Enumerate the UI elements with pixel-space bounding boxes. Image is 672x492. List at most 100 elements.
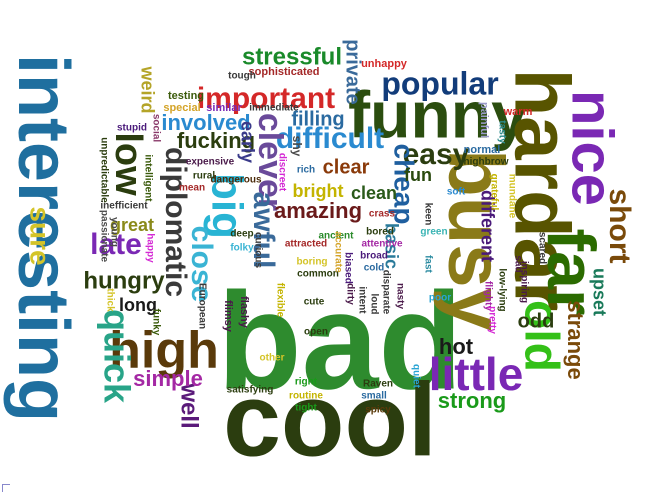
word-mean: mean	[179, 183, 205, 194]
word-strange: strange	[563, 300, 588, 379]
word-rich: rich	[297, 165, 315, 176]
word-clear: clear	[323, 156, 370, 178]
word-sophisticated: sophisticated	[249, 66, 320, 78]
word-pretty: pretty	[486, 306, 497, 334]
word-deep: deep	[230, 229, 253, 240]
word-popular: popular	[381, 65, 498, 101]
word-attracted: attracted	[285, 239, 327, 250]
word-keen: keen	[422, 203, 433, 226]
word-tough: tough	[228, 71, 256, 82]
word-hardar: hardar	[498, 69, 586, 312]
word-unhappy: unhappy	[361, 58, 408, 70]
word-spicy: spicy	[365, 405, 391, 416]
word-painful: painful	[478, 102, 490, 138]
word-flexible: flexible	[274, 283, 285, 318]
word-biased: biased	[342, 252, 353, 284]
word-young: young	[108, 217, 119, 247]
word-sure: sure	[25, 206, 56, 265]
word-unpredictable: unpredictable	[98, 137, 109, 203]
word-shy: shy	[290, 136, 304, 157]
word-quick: quick	[96, 309, 137, 404]
word-long: long	[119, 295, 157, 315]
word-disparate: disparate	[380, 270, 391, 315]
word-easy: easy	[403, 138, 470, 171]
word-busy: busy	[432, 149, 520, 331]
word-passionate: passionate	[98, 210, 109, 263]
word-dirty: dirty	[344, 283, 355, 305]
word-small: small	[361, 391, 387, 402]
word-intent: intent	[356, 286, 367, 314]
word-intelligent: intelligent	[142, 154, 153, 202]
word-simple: simple	[133, 366, 203, 391]
word-satisfying: satisfying	[227, 385, 274, 396]
word-poor: poor	[429, 293, 451, 304]
word-low: low	[107, 132, 149, 196]
word-basic: basic	[381, 223, 401, 269]
word-social: social	[150, 114, 161, 143]
word-bad: bad	[217, 264, 462, 418]
word-little: little	[429, 348, 524, 400]
word-important: important	[197, 82, 335, 115]
word-grateful: grateful	[488, 174, 499, 211]
word-accurate: accurate	[332, 231, 343, 273]
word-fast: fast	[422, 255, 433, 273]
word-low-lying: low-lying	[496, 268, 507, 311]
word-strong: strong	[438, 388, 506, 413]
word-big: big	[202, 173, 251, 239]
word-open: open	[304, 327, 328, 338]
word-high: high	[109, 322, 219, 380]
word-thick: thick	[104, 288, 115, 312]
word-routine: routine	[289, 391, 323, 402]
word-close: close	[185, 226, 218, 303]
word-nice: nice	[560, 90, 625, 206]
word-clean: clean	[351, 183, 397, 203]
word-mundane: mundane	[506, 174, 517, 219]
word-happy: happy	[144, 233, 155, 263]
word-attentive: attentive	[361, 239, 403, 250]
word-curious: curious	[252, 232, 263, 269]
word-far: far	[533, 229, 609, 316]
word-sad: sad	[512, 255, 523, 272]
word-similar: similar	[206, 102, 242, 114]
word-crass: crass	[369, 209, 396, 220]
word-european: European	[196, 283, 207, 329]
word-odd: odd	[518, 310, 555, 332]
word-hungry: hungry	[83, 267, 165, 294]
word-immediate: immediate	[249, 103, 299, 114]
word-soft: soft	[447, 187, 466, 198]
word-broad: broad	[360, 251, 388, 262]
word-special: special	[163, 102, 200, 114]
word-hot: hot	[439, 334, 474, 359]
word-dangerous: dangerous	[210, 175, 262, 186]
word-warm: warm	[503, 106, 533, 118]
word-great: great	[110, 215, 154, 235]
word-funny: funny	[348, 77, 528, 151]
word-awful: awful	[247, 192, 280, 269]
word-green: green	[420, 227, 447, 238]
word-late: late	[90, 228, 142, 261]
word-involved: involved	[161, 110, 250, 135]
word-cheap: cheap	[389, 144, 420, 225]
corner-mark	[2, 484, 10, 492]
word-inspiring: inspiring	[518, 261, 529, 303]
word-short: short	[603, 189, 636, 264]
word-interesting: interesting	[3, 54, 83, 422]
word-weird: weird	[137, 65, 157, 113]
word-funky: funky	[150, 309, 161, 336]
word-well: well	[176, 382, 203, 428]
word-boring: boring	[296, 257, 327, 268]
word-flimsy: flimsy	[222, 300, 234, 333]
word-private: private	[342, 39, 364, 105]
word-upset: upset	[589, 268, 609, 316]
word-highbrow: highbrow	[464, 157, 509, 168]
word-raven: Raven	[363, 379, 393, 390]
word-testing: testing	[168, 90, 204, 102]
word-flighty: flighty	[482, 281, 493, 311]
word-scared: scared	[536, 232, 547, 264]
word-normal: normal	[464, 144, 501, 156]
word-fucking: fucking	[177, 128, 255, 153]
word-diplomatic: diplomatic	[159, 147, 192, 297]
word-common: common	[297, 269, 339, 280]
word-cold: cold	[364, 263, 385, 274]
